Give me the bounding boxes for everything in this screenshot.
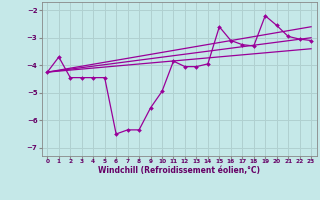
X-axis label: Windchill (Refroidissement éolien,°C): Windchill (Refroidissement éolien,°C) [98, 166, 260, 175]
